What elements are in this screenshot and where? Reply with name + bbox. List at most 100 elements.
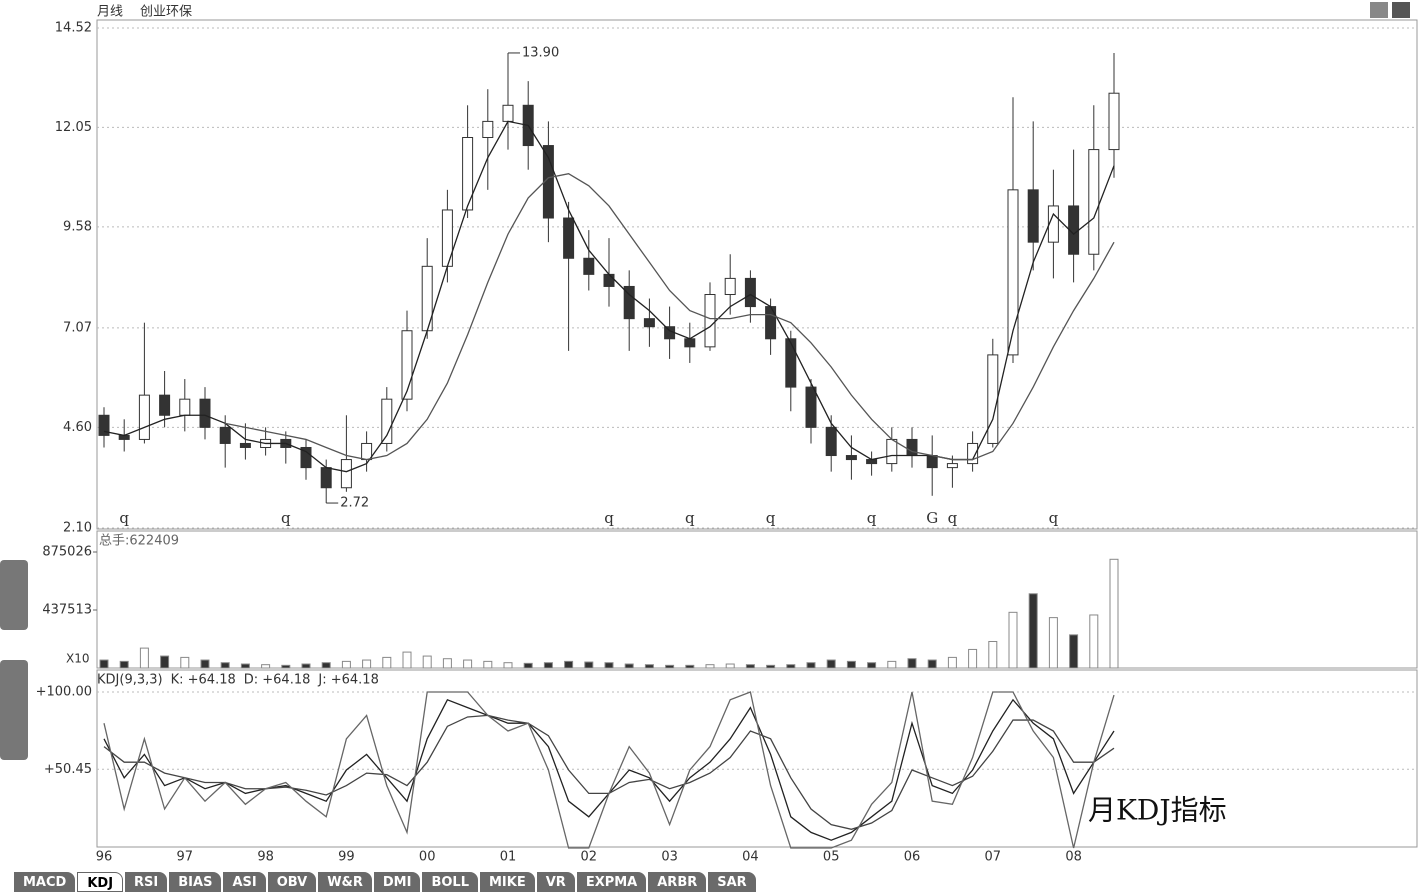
signal: q — [685, 509, 695, 527]
x-tick-label: 05 — [823, 850, 840, 865]
signal: q — [867, 509, 877, 527]
indicator-tab[interactable]: SAR — [708, 872, 756, 892]
candle-body — [199, 398, 211, 428]
candle-body — [340, 459, 352, 489]
candle-body — [1007, 189, 1019, 356]
volume-bar — [442, 658, 452, 669]
volume-bar — [220, 662, 230, 669]
candle-body — [845, 455, 857, 461]
candle-body — [704, 294, 716, 348]
volume-bar — [463, 659, 473, 669]
volume-bar — [362, 659, 372, 669]
annotation: 月KDJ指标 — [1088, 794, 1227, 827]
volume-bar — [160, 655, 170, 669]
candle-body — [462, 137, 474, 211]
y-tick-label: 4.60 — [63, 420, 92, 435]
volume-bar — [766, 664, 776, 669]
volume-bar — [1089, 614, 1099, 669]
volume-panel — [96, 530, 1418, 669]
indicator-tab[interactable]: MACD — [14, 872, 76, 892]
x-tick-label: 08 — [1065, 850, 1082, 865]
volume-bar — [1028, 593, 1038, 669]
candle-body — [320, 467, 332, 489]
x-tick-label: 02 — [581, 850, 598, 865]
volume-bar — [139, 647, 149, 669]
signal: q — [281, 509, 291, 527]
panel-title: J: +64.18 — [317, 673, 378, 688]
y-tick-label: 7.07 — [63, 320, 92, 335]
indicator-tab[interactable]: ARBR — [648, 872, 707, 892]
volume-bar — [281, 664, 291, 669]
icon[interactable] — [1392, 2, 1410, 18]
candle-body — [684, 338, 696, 348]
x-tick-label: 06 — [904, 850, 921, 865]
indicator-tab[interactable]: BOLL — [422, 872, 478, 892]
volume-bar — [483, 660, 493, 669]
indicator-tab[interactable]: OBV — [267, 872, 317, 892]
indicator-tab[interactable]: VR — [536, 872, 575, 892]
period: 月线 — [97, 5, 123, 20]
candle-body — [805, 386, 817, 428]
volume-bar — [1008, 611, 1018, 669]
candle-body — [159, 394, 171, 416]
volume-bar — [806, 662, 816, 669]
volume-bar — [947, 656, 957, 669]
volume-bar — [321, 662, 331, 669]
panel-title: D: +64.18 — [244, 673, 311, 688]
candle-body — [1088, 149, 1100, 255]
volume-bar — [503, 662, 513, 669]
indicator-tab[interactable]: BIAS — [169, 872, 222, 892]
x-tick-label: 99 — [338, 850, 355, 865]
volume-bar — [644, 664, 654, 669]
indicator-tab[interactable]: DMI — [373, 872, 421, 892]
candle-body — [482, 120, 494, 139]
stock-name: 创业环保 — [140, 5, 192, 20]
x-tick-label: 97 — [177, 850, 194, 865]
y-tick-label: 2.10 — [63, 521, 92, 536]
volume-bar — [261, 664, 271, 669]
x-tick-label: 96 — [96, 850, 113, 865]
y-tick-label: 437513 — [42, 603, 92, 618]
volume-bar — [119, 660, 129, 669]
panel-title: K: +64.18 — [171, 673, 236, 688]
candle-body — [381, 398, 393, 444]
volume-bar — [523, 662, 533, 669]
side-tab[interactable] — [0, 660, 28, 760]
indicator-tab[interactable]: EXPMA — [576, 872, 647, 892]
volume-bar — [705, 664, 715, 669]
indicator-tab[interactable]: W&R — [318, 872, 372, 892]
candle-body — [785, 338, 797, 388]
candle-body — [825, 426, 837, 457]
y-tick-label: 14.52 — [55, 21, 92, 36]
y-tick-label: 875026 — [42, 545, 92, 560]
icon[interactable] — [1370, 2, 1388, 18]
indicator-tab[interactable]: KDJ — [77, 872, 124, 892]
price-panel — [96, 19, 1418, 530]
indicator-tab[interactable]: RSI — [125, 872, 168, 892]
indicator-tab[interactable]: MIKE — [480, 872, 535, 892]
volume-bar — [826, 659, 836, 669]
volume-bar — [1048, 617, 1058, 669]
panel-title: KDJ(9,3,3) — [97, 673, 163, 688]
volume-bar — [99, 659, 109, 669]
candle-body — [1108, 92, 1120, 151]
candle-body — [744, 277, 756, 308]
signal: q — [766, 509, 776, 527]
side-tab[interactable] — [0, 560, 28, 630]
x-tick-label: 04 — [742, 850, 759, 865]
volume-bar — [988, 640, 998, 669]
candle-body — [179, 398, 191, 416]
x-tick-label: 98 — [257, 850, 274, 865]
candle-body — [967, 442, 979, 465]
indicator-tab[interactable]: ASI — [223, 872, 266, 892]
volume-bar — [786, 664, 796, 669]
candle-body — [361, 442, 373, 461]
unit-label: X10 — [66, 652, 90, 666]
candle-body — [926, 455, 938, 469]
x-tick-label: 07 — [985, 850, 1002, 865]
x-tick-label: 00 — [419, 850, 436, 865]
volume-bar — [846, 660, 856, 669]
